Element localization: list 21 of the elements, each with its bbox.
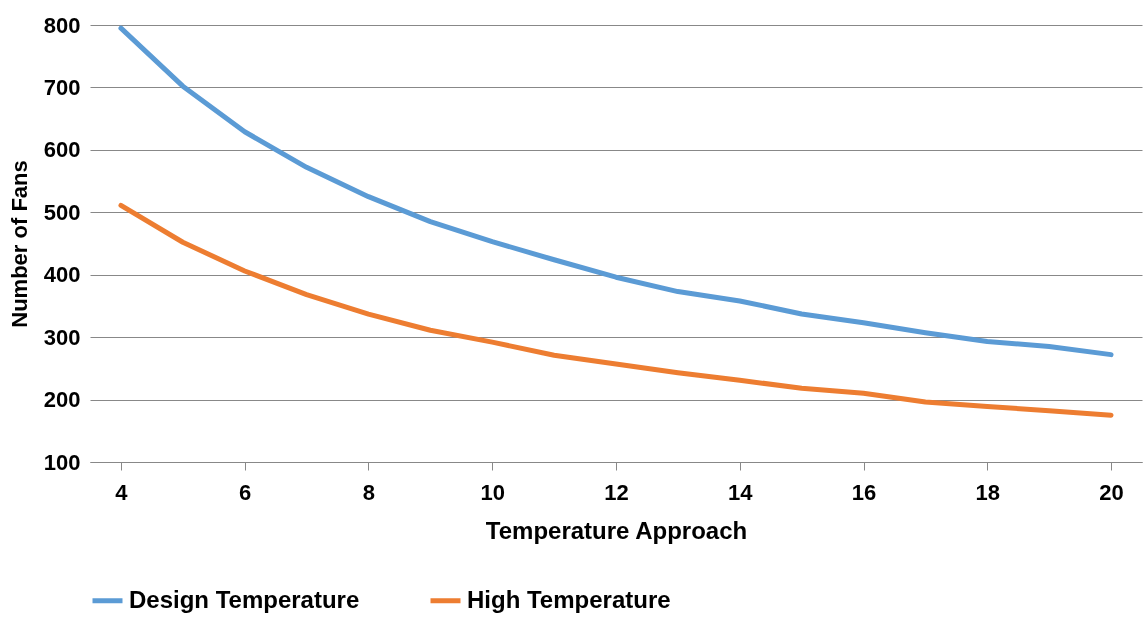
- y-tick-label: 500: [43, 199, 81, 225]
- x-tick-label: 8: [362, 479, 376, 505]
- y-tick-label: 300: [43, 324, 81, 350]
- legend-label: High Temperature: [467, 585, 671, 613]
- x-tick-label: 10: [480, 479, 505, 505]
- y-tick-label: 700: [43, 74, 81, 100]
- x-tick-label: 14: [728, 479, 754, 505]
- y-tick-label: 100: [43, 449, 81, 475]
- legend-label: Design Temperature: [129, 585, 360, 613]
- x-tick-label: 12: [604, 479, 629, 505]
- y-tick-label: 800: [43, 12, 81, 38]
- y-tick-label: 600: [43, 137, 81, 163]
- x-axis-title: Temperature Approach: [485, 516, 748, 544]
- x-tick-label: 18: [975, 479, 1001, 505]
- x-tick-label: 6: [239, 479, 252, 505]
- y-tick-label: 400: [43, 262, 81, 288]
- x-tick-label: 4: [115, 479, 129, 505]
- y-tick-label: 200: [43, 387, 81, 413]
- y-axis-title: Number of Fans: [6, 160, 32, 328]
- x-tick-label: 20: [1099, 479, 1124, 505]
- x-tick-label: 16: [851, 479, 877, 505]
